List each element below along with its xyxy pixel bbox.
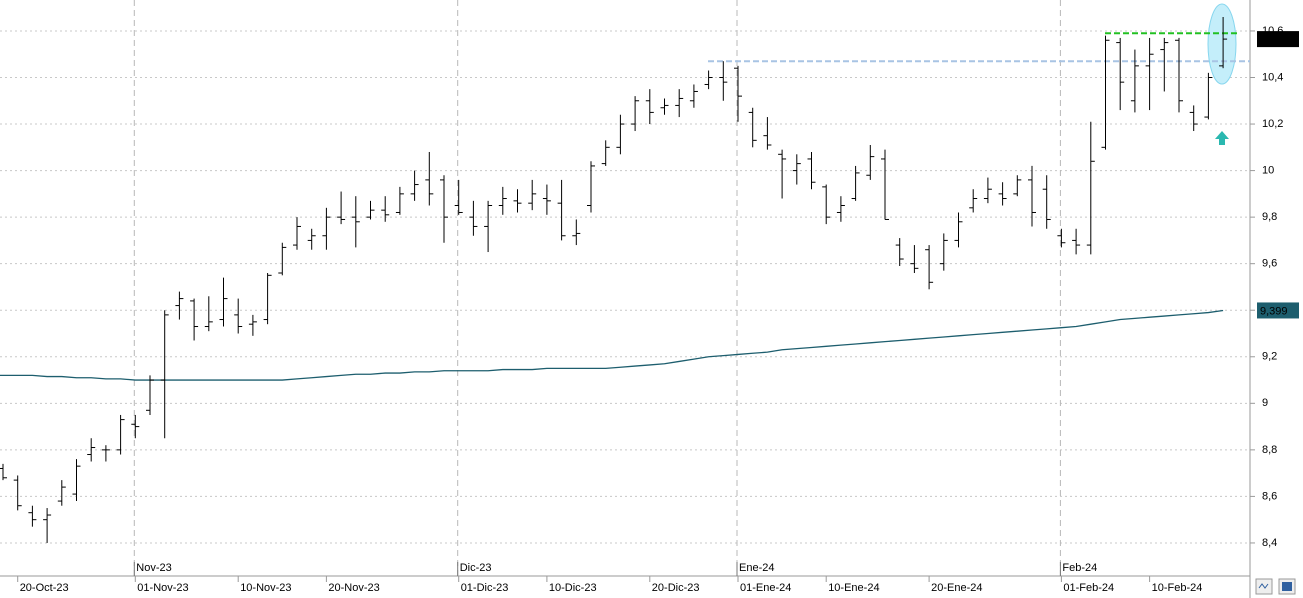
y-tick-label: 10,4: [1262, 71, 1283, 83]
x-tick-label: 10-Ene-24: [828, 582, 879, 594]
y-tick-label: 10: [1262, 164, 1274, 176]
month-label: Feb-24: [1062, 562, 1097, 574]
y-tick-label: 8,4: [1262, 537, 1277, 549]
x-tick-label: 10-Feb-24: [1152, 582, 1203, 594]
moving-average-line: [0, 309, 1224, 381]
x-tick-label: 10-Nov-23: [240, 582, 291, 594]
y-tick-label: 8,8: [1262, 444, 1277, 456]
y-tick-label: 9,2: [1262, 351, 1277, 363]
x-tick-label: 20-Oct-23: [20, 582, 69, 594]
x-tick-label: 20-Ene-24: [931, 582, 982, 594]
x-tick-label: 10-Dic-23: [549, 582, 597, 594]
x-tick-label: 20-Dic-23: [652, 582, 700, 594]
highlight-ellipse: [1207, 3, 1237, 85]
price-tag-label: 10,565: [1260, 34, 1294, 46]
x-tick-label: 01-Dic-23: [461, 582, 509, 594]
price-tag: [1257, 302, 1299, 319]
x-tick-label: 01-Feb-24: [1063, 582, 1114, 594]
up-arrow: [1215, 131, 1229, 145]
price-tag-label: 9,399: [1260, 305, 1288, 317]
x-tick-label: 01-Ene-24: [740, 582, 791, 594]
price-tag: [1257, 31, 1299, 48]
y-tick-label: 8,6: [1262, 490, 1277, 502]
x-tick-label: 20-Nov-23: [328, 582, 379, 594]
y-tick-label: 9: [1262, 397, 1268, 409]
y-tick-label: 9,6: [1262, 258, 1277, 270]
scale-icon: [1258, 583, 1269, 589]
y-tick-label: 9,8: [1262, 211, 1277, 223]
month-label: Dic-23: [460, 562, 492, 574]
x-tick-label: 01-Nov-23: [137, 582, 188, 594]
month-label: Nov-23: [136, 562, 171, 574]
month-label: Ene-24: [739, 562, 774, 574]
y-tick-label: 10,2: [1262, 118, 1283, 130]
save-icon: [1282, 582, 1292, 591]
